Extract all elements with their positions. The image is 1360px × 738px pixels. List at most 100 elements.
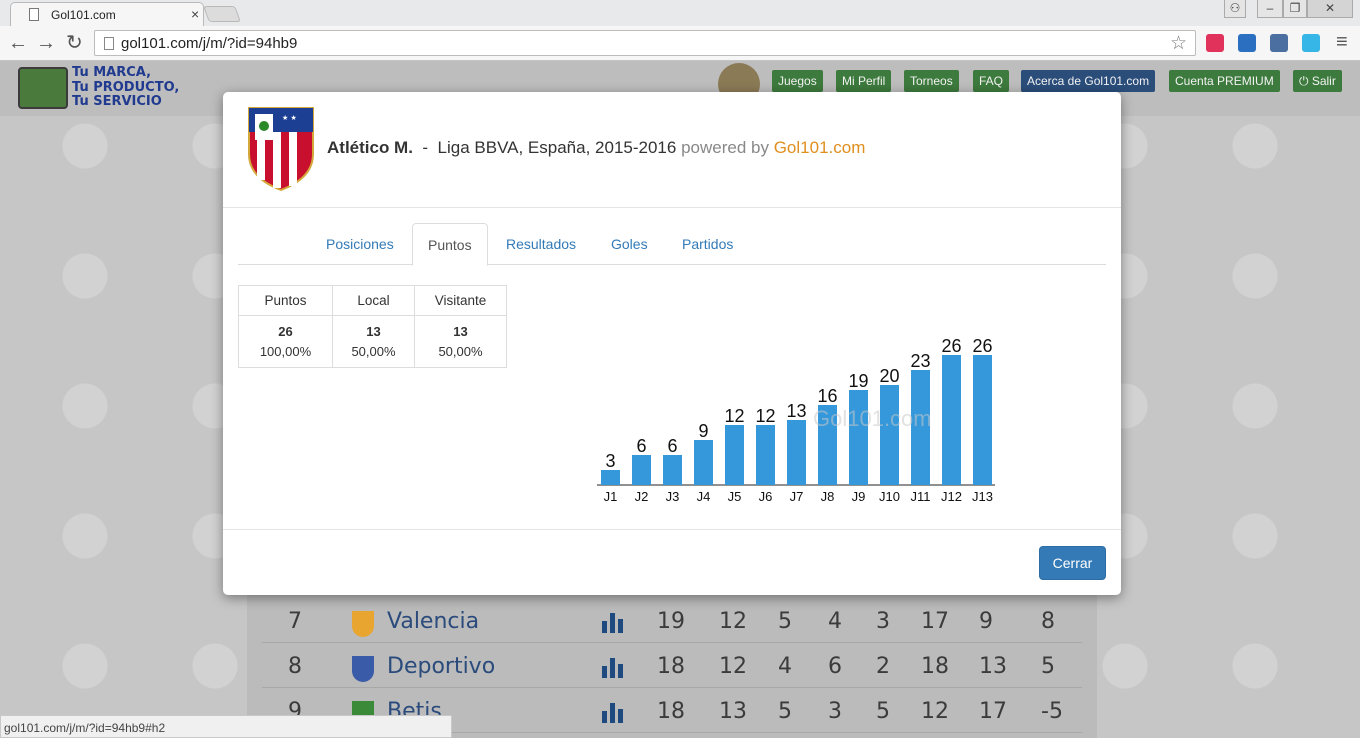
tab-goles[interactable]: Goles <box>611 236 648 252</box>
chart-data-label: 16 <box>817 386 837 406</box>
chart-data-label: 20 <box>879 366 899 386</box>
chart-data-label: 19 <box>848 371 868 391</box>
url-text[interactable]: gol101.com/j/m/?id=94hb9 <box>121 35 298 52</box>
goals-for: 12 <box>921 699 949 724</box>
chart-bar-j11 <box>911 370 930 485</box>
nav-faq[interactable]: FAQ <box>973 70 1010 92</box>
points: 18 <box>657 654 685 679</box>
chart-bar-j1 <box>601 470 620 485</box>
nav-torneos[interactable]: Torneos <box>904 70 959 92</box>
chart-tick-label: J9 <box>852 489 866 504</box>
tab-resultados[interactable]: Resultados <box>506 236 577 252</box>
nav-salir[interactable]: ⏻ Salir <box>1293 70 1342 92</box>
chart-bar-j13 <box>973 355 992 485</box>
address-bar[interactable]: gol101.com/j/m/?id=94hb9 ☆ <box>94 30 1196 56</box>
chart-data-label: 13 <box>786 401 806 421</box>
chart-bar-j10 <box>880 385 899 485</box>
stats-tabs: Posiciones Puntos Resultados Goles Parti… <box>238 223 1106 266</box>
twitter-icon[interactable] <box>1302 34 1320 52</box>
tab-partidos[interactable]: Partidos <box>682 236 734 252</box>
chart-bar-j8 <box>818 405 837 485</box>
tab-posiciones[interactable]: Posiciones <box>326 236 394 252</box>
won: 5 <box>778 609 792 634</box>
chart-tick-label: J11 <box>911 489 931 504</box>
nav-premium[interactable]: Cuenta PREMIUM <box>1169 70 1280 92</box>
site-navbar: Tu MARCA, Tu PRODUCTO, Tu SERVICIO Juego… <box>0 61 1360 116</box>
forward-button[interactable]: → <box>36 32 56 54</box>
menu-icon[interactable]: ≡ <box>1336 31 1348 53</box>
drawn: 3 <box>828 699 842 724</box>
browser-toolbar: ← → ↻ gol101.com/j/m/?id=94hb9 ☆ ≡ <box>0 26 1360 61</box>
nav-mi-perfil[interactable]: Mi Perfil <box>836 70 892 92</box>
chart-tick-label: J1 <box>604 489 618 504</box>
page-icon <box>104 37 114 50</box>
chart-data-label: 26 <box>972 336 992 356</box>
goals-against: 17 <box>979 699 1007 724</box>
table-row[interactable]: 7 Valencia 19 12 5 4 3 17 9 8 <box>262 599 1082 643</box>
chart-data-label: 12 <box>724 406 744 426</box>
team-stats-modal: ★ ★ Atlético M. - Liga BBVA, España, 201… <box>223 92 1121 595</box>
reload-button[interactable]: ↻ <box>66 32 83 54</box>
bar-chart-icon[interactable] <box>602 613 624 633</box>
chart-data-label: 12 <box>755 406 775 426</box>
site-logo-text[interactable]: Tu MARCA, Tu PRODUCTO, Tu SERVICIO <box>72 65 180 109</box>
bar-chart-icon[interactable] <box>602 658 624 678</box>
points-chart: Gol101.com 3 J1 6 J2 6 J3 9 J4 12 J5 12 J6 13 J7 16 J8 1… <box>595 330 996 510</box>
bar-chart-icon[interactable] <box>602 703 624 723</box>
minimize-button[interactable]: – <box>1257 0 1283 18</box>
pct-local: 50,00% <box>351 343 396 359</box>
position: 7 <box>288 609 302 634</box>
maximize-button[interactable]: ❐ <box>1283 0 1307 18</box>
chart-bar-j3 <box>663 455 682 485</box>
download-icon[interactable] <box>1238 34 1256 52</box>
points-summary-table: Puntos Local Visitante 26 100,00% 13 50,… <box>238 285 507 368</box>
team-name[interactable]: Valencia <box>387 609 480 634</box>
extension-icon[interactable] <box>1206 34 1224 52</box>
nav-juegos[interactable]: Juegos <box>772 70 823 92</box>
chart-tick-label: J2 <box>635 489 649 504</box>
browser-titlebar: Gol101.com × ⚇ – ❐ ✕ <box>0 0 1360 26</box>
pct-puntos: 100,00% <box>259 343 312 359</box>
goals-for: 18 <box>921 654 949 679</box>
back-button[interactable]: ← <box>8 32 28 54</box>
tab-puntos[interactable]: Puntos <box>412 223 488 266</box>
goal-difference: -5 <box>1041 699 1063 724</box>
team-name[interactable]: Deportivo <box>387 654 496 679</box>
chart-data-label: 6 <box>667 436 677 456</box>
lost: 2 <box>876 654 890 679</box>
team-crest-icon <box>352 656 374 682</box>
brand-link[interactable]: Gol101.com <box>773 138 866 157</box>
chart-bar-j12 <box>942 355 961 485</box>
close-button[interactable]: Cerrar <box>1039 546 1106 580</box>
won: 4 <box>778 654 792 679</box>
bookmark-star-icon[interactable]: ☆ <box>1169 33 1187 54</box>
tab-close-icon[interactable]: × <box>191 6 200 22</box>
download-manager-icon[interactable] <box>1270 34 1288 52</box>
chart-tick-label: J8 <box>821 489 835 504</box>
window-close-button[interactable]: ✕ <box>1307 0 1353 18</box>
nav-acerca[interactable]: Acerca de Gol101.com <box>1021 70 1156 92</box>
site-logo-icon[interactable] <box>18 67 68 109</box>
league-name: Liga BBVA, España, 2015-2016 <box>437 138 677 157</box>
won: 5 <box>778 699 792 724</box>
chart-watermark: Gol101.com <box>813 406 932 431</box>
profile-icon[interactable]: ⚇ <box>1224 0 1246 18</box>
modal-footer: Cerrar <box>223 529 1121 595</box>
title-separator: - <box>422 138 429 157</box>
chart-bar-j2 <box>632 455 651 485</box>
cell-local: 13 50,00% <box>332 315 415 368</box>
points: 19 <box>657 609 685 634</box>
chart-tick-label: J10 <box>879 489 900 504</box>
table-row[interactable]: 8 Deportivo 18 12 4 6 2 18 13 5 <box>262 644 1082 688</box>
points: 18 <box>657 699 685 724</box>
played: 12 <box>719 654 747 679</box>
browser-tab[interactable]: Gol101.com × <box>10 2 204 26</box>
chart-data-label: 23 <box>910 351 930 371</box>
chart-tick-label: J6 <box>759 489 773 504</box>
status-bar: gol101.com/j/m/?id=94hb9#h2 <box>0 715 452 738</box>
cell-visitante: 13 50,00% <box>414 315 507 368</box>
drawn: 6 <box>828 654 842 679</box>
powered-by-text: powered by <box>681 138 769 157</box>
new-tab-button[interactable] <box>203 6 241 22</box>
team-crest-icon <box>352 611 374 637</box>
